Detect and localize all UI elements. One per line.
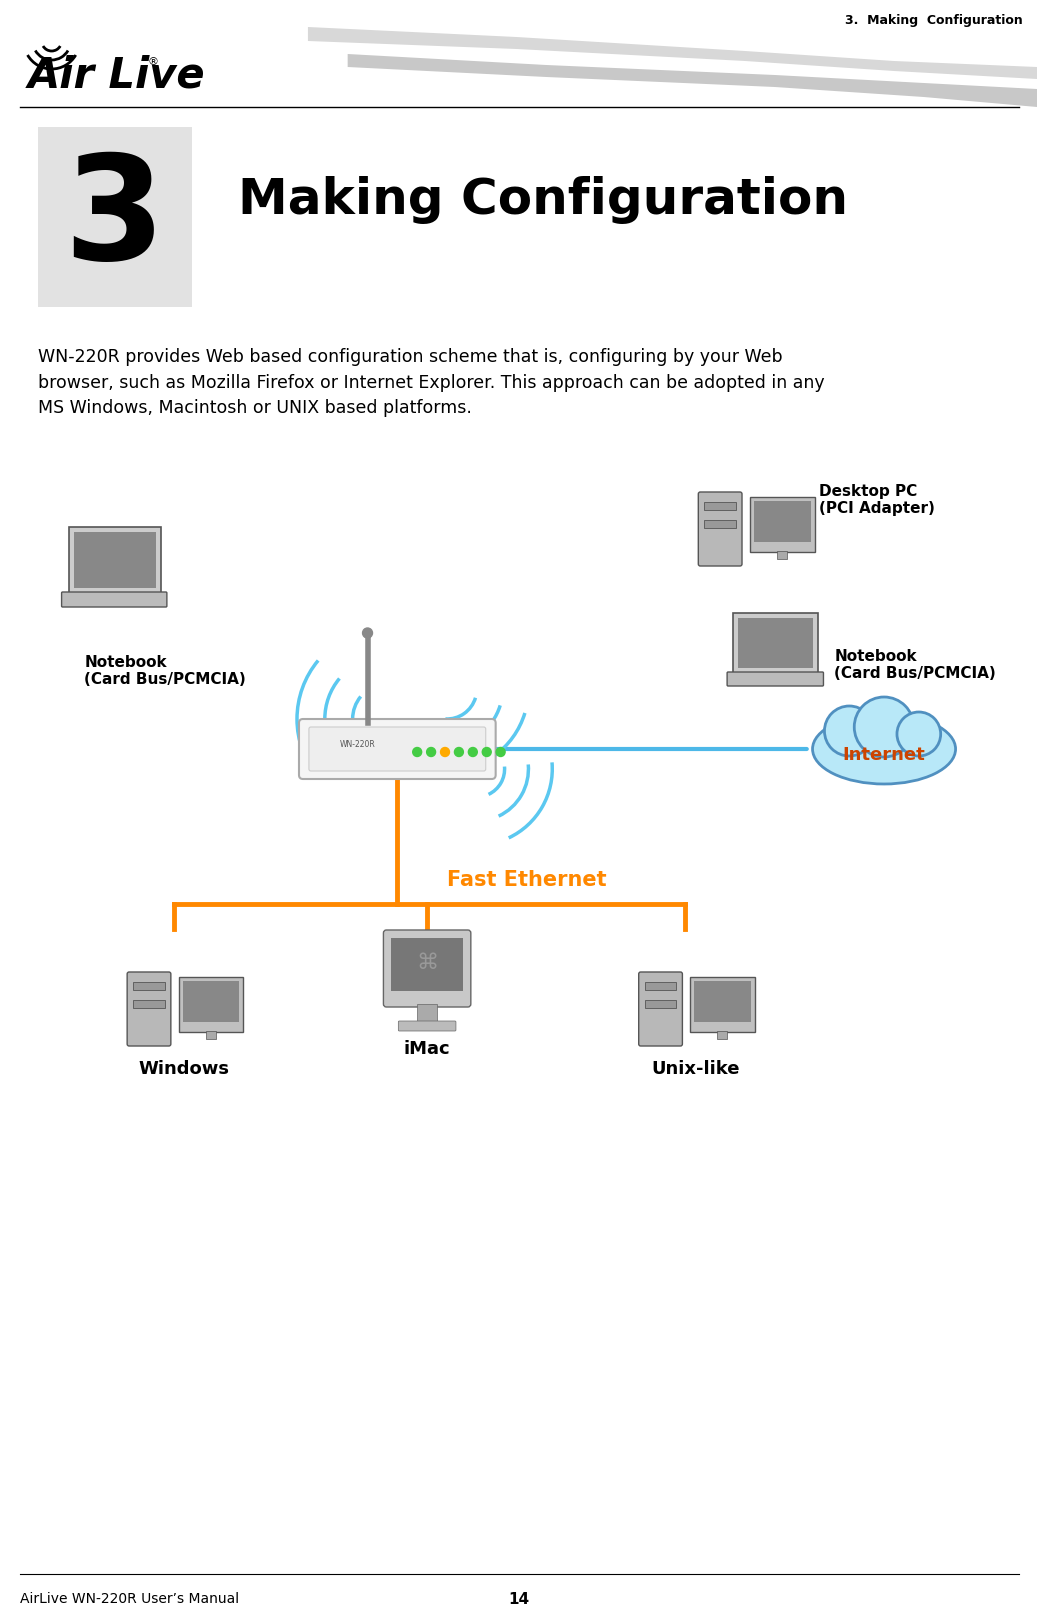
- Circle shape: [362, 628, 373, 639]
- FancyBboxPatch shape: [62, 592, 167, 607]
- FancyBboxPatch shape: [69, 528, 161, 594]
- FancyBboxPatch shape: [727, 673, 824, 686]
- FancyBboxPatch shape: [717, 1031, 727, 1039]
- Text: Unix-like: Unix-like: [651, 1059, 739, 1077]
- FancyBboxPatch shape: [383, 930, 471, 1007]
- FancyBboxPatch shape: [733, 613, 817, 673]
- Circle shape: [454, 747, 464, 757]
- FancyBboxPatch shape: [183, 981, 239, 1022]
- FancyBboxPatch shape: [754, 502, 810, 542]
- FancyBboxPatch shape: [705, 521, 736, 529]
- FancyBboxPatch shape: [690, 978, 755, 1033]
- Text: Notebook
(Card Bus/PCMCIA): Notebook (Card Bus/PCMCIA): [834, 649, 996, 681]
- Text: 14: 14: [508, 1591, 529, 1606]
- FancyBboxPatch shape: [127, 972, 171, 1046]
- FancyBboxPatch shape: [309, 728, 485, 771]
- FancyBboxPatch shape: [750, 497, 814, 552]
- Text: WN-220R: WN-220R: [339, 741, 376, 749]
- Text: Notebook
(Card Bus/PCMCIA): Notebook (Card Bus/PCMCIA): [85, 655, 246, 688]
- Circle shape: [441, 747, 450, 757]
- Text: 3.  Making  Configuration: 3. Making Configuration: [846, 15, 1023, 27]
- Circle shape: [482, 747, 491, 757]
- Text: Making Configuration: Making Configuration: [238, 176, 849, 224]
- FancyBboxPatch shape: [399, 1022, 456, 1031]
- Text: Desktop PC
(PCI Adapter): Desktop PC (PCI Adapter): [820, 484, 935, 516]
- FancyBboxPatch shape: [777, 552, 787, 560]
- Circle shape: [496, 747, 505, 757]
- FancyBboxPatch shape: [738, 618, 812, 668]
- FancyBboxPatch shape: [705, 502, 736, 510]
- Ellipse shape: [812, 715, 955, 784]
- FancyBboxPatch shape: [644, 983, 677, 991]
- Text: AirLive WN-220R User’s Manual: AirLive WN-220R User’s Manual: [20, 1591, 239, 1604]
- Polygon shape: [308, 27, 1037, 81]
- Circle shape: [427, 747, 435, 757]
- FancyBboxPatch shape: [644, 1001, 677, 1009]
- FancyBboxPatch shape: [639, 972, 683, 1046]
- FancyBboxPatch shape: [73, 533, 156, 589]
- Text: ®: ®: [147, 56, 158, 66]
- FancyBboxPatch shape: [392, 938, 462, 991]
- Circle shape: [897, 712, 941, 757]
- FancyBboxPatch shape: [38, 128, 192, 308]
- FancyBboxPatch shape: [694, 981, 751, 1022]
- FancyBboxPatch shape: [299, 720, 496, 780]
- Text: iMac: iMac: [404, 1039, 450, 1057]
- Circle shape: [854, 697, 914, 757]
- Polygon shape: [348, 55, 1037, 108]
- Text: Windows: Windows: [138, 1059, 230, 1077]
- Text: Internet: Internet: [843, 746, 925, 763]
- FancyBboxPatch shape: [418, 1004, 437, 1022]
- FancyBboxPatch shape: [698, 492, 742, 567]
- Text: Fast Ethernet: Fast Ethernet: [447, 870, 607, 889]
- FancyBboxPatch shape: [133, 983, 165, 991]
- Text: WN-220R provides Web based configuration scheme that is, configuring by your Web: WN-220R provides Web based configuration…: [38, 347, 825, 416]
- Circle shape: [412, 747, 422, 757]
- Text: Air Live: Air Live: [28, 55, 206, 97]
- FancyBboxPatch shape: [133, 1001, 165, 1009]
- Text: ⌘: ⌘: [416, 952, 438, 972]
- Circle shape: [825, 707, 874, 757]
- Text: 3: 3: [64, 150, 165, 291]
- FancyBboxPatch shape: [179, 978, 243, 1033]
- Circle shape: [469, 747, 477, 757]
- FancyBboxPatch shape: [206, 1031, 215, 1039]
